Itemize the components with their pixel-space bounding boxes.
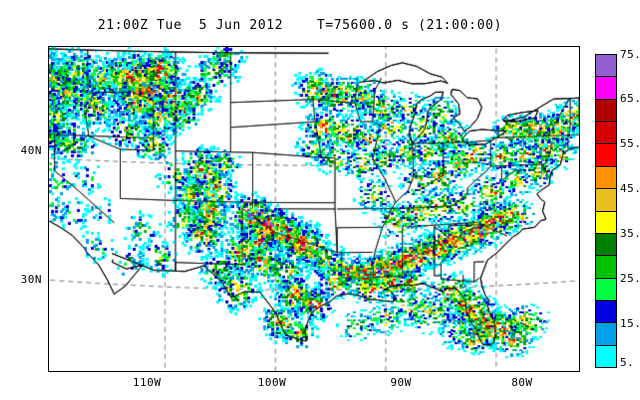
map-plot-area	[48, 46, 580, 372]
colorbar-band-35-40	[596, 211, 616, 234]
colorbar-band-10-15	[596, 323, 616, 346]
colorbar-band-25-30	[596, 256, 616, 279]
colorbar-band-5-10	[596, 345, 616, 368]
colorbar-band-55-60	[596, 122, 616, 145]
reflectivity-map-canvas	[49, 47, 579, 371]
lat-tick-label-1: 30N	[20, 273, 42, 286]
colorbar-label-7: 5.	[620, 356, 635, 369]
lon-tick-label-1: 100W	[257, 376, 287, 389]
colorbar-band-20-25	[596, 278, 616, 301]
lat-tick-label-0: 40N	[20, 144, 42, 157]
colorbar-band-40-45	[596, 189, 616, 212]
colorbar-label-1: 65.	[620, 92, 640, 105]
colorbar-label-2: 55.	[620, 137, 640, 150]
colorbar	[595, 54, 617, 368]
lon-tick-label-0: 110W	[132, 376, 162, 389]
colorbar-label-3: 45.	[620, 182, 640, 195]
colorbar-band-70-75	[596, 55, 616, 78]
lon-tick-label-3: 80W	[511, 376, 533, 389]
colorbar-label-4: 35.	[620, 227, 640, 240]
lon-tick-label-2: 90W	[390, 376, 412, 389]
colorbar-band-45-50	[596, 166, 616, 190]
colorbar-band-60-65	[596, 99, 616, 123]
colorbar-label-0: 75.	[620, 48, 640, 61]
page-title: 21:00Z Tue 5 Jun 2012 T=75600.0 s (21:00…	[97, 18, 503, 33]
colorbar-band-65-70	[596, 77, 616, 100]
colorbar-band-50-55	[596, 144, 616, 167]
colorbar-band-15-20	[596, 300, 616, 324]
colorbar-label-5: 25.	[620, 272, 640, 285]
colorbar-label-6: 15.	[620, 317, 640, 330]
colorbar-band-30-35	[596, 233, 616, 257]
